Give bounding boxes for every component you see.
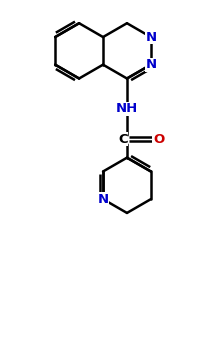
Text: C: C [118, 133, 128, 146]
Text: N: N [145, 31, 156, 44]
Text: N: N [97, 193, 109, 206]
Text: NH: NH [116, 102, 138, 115]
Text: O: O [153, 133, 164, 146]
Text: N: N [145, 58, 156, 71]
